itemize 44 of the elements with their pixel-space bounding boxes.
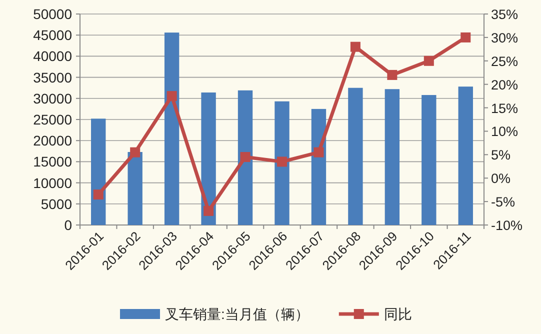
y-tick-label: 40000 [33,48,72,64]
y2-tick-label: -5% [491,194,516,210]
bar [422,95,436,225]
y2-tick-label: 0% [491,171,511,186]
point [387,70,398,80]
point [130,147,140,158]
bar [384,89,400,225]
bar [128,152,142,225]
y-tick-label: 25000 [33,112,72,128]
y-tick-label: 35000 [33,69,72,86]
y-tick-label: 5000 [40,196,72,212]
point [314,147,324,158]
y-tick-label: 45000 [33,27,72,44]
y2-tick-label: 5% [491,148,511,163]
point [204,206,214,216]
y-tick-label: 30000 [33,90,72,106]
point [277,156,287,167]
legend-label: 同比 [384,306,412,322]
y2-tick-label: 25% [491,54,518,69]
y2-tick-label: -10% [491,218,523,233]
point [166,91,177,102]
y2-tick-label: 10% [491,124,518,140]
point [93,190,104,200]
y-tick-label: 0 [64,217,72,233]
bar [164,32,180,225]
bar [458,86,473,225]
y-tick-label: 15000 [33,154,72,170]
point [460,32,471,42]
point [350,42,360,52]
y-tick-label: 50000 [33,6,72,22]
bar [91,118,106,225]
y-tick-label: 10000 [33,174,72,191]
bar [238,90,253,225]
y-tick-label: 20000 [33,132,72,149]
y2-tick-label: 35% [491,7,518,22]
point [240,152,250,162]
bar [201,92,216,225]
bar [348,88,363,225]
y2-tick-label: 20% [491,77,518,92]
bar [274,101,290,225]
y2-tick-label: 15% [491,100,518,116]
y2-tick-label: 30% [491,30,518,46]
legend-label: 叉车销量:当月值（辆） [165,306,309,322]
point [424,56,434,66]
